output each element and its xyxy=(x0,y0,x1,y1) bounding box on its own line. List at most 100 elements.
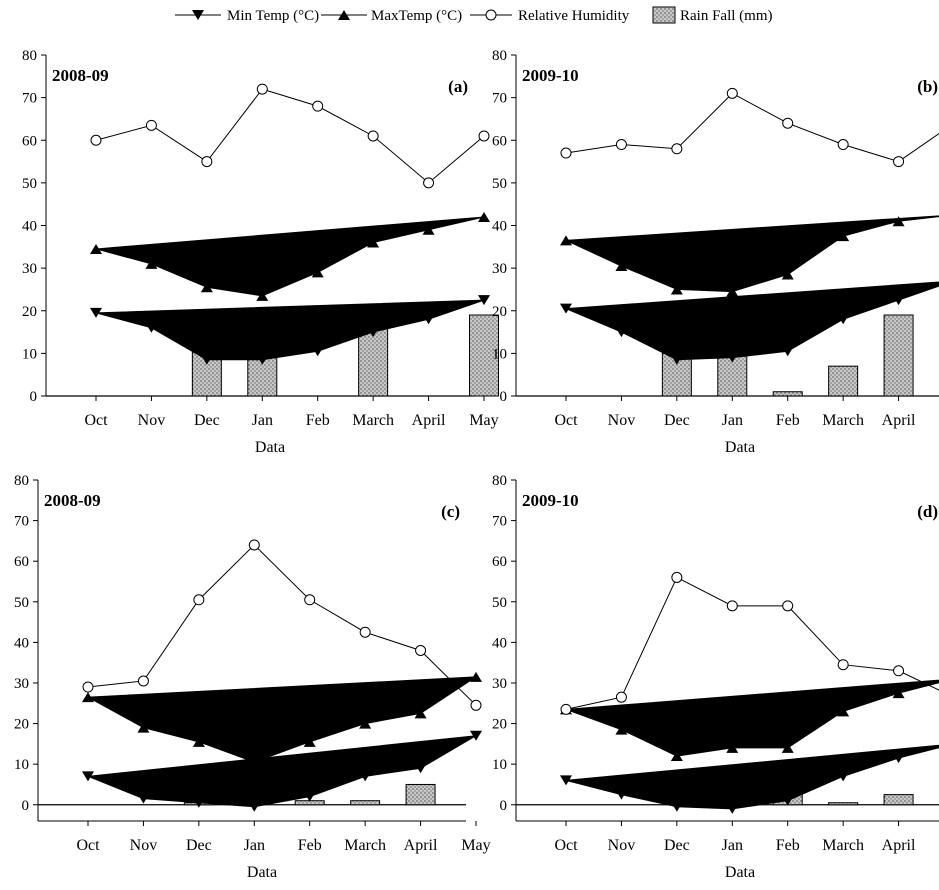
min-temp-point xyxy=(837,314,850,325)
max-temp-point xyxy=(615,724,628,735)
rain-bar xyxy=(350,800,381,806)
humidity-point xyxy=(90,134,102,146)
x-tick-label: Jan xyxy=(244,837,265,854)
humidity-point xyxy=(671,571,683,583)
x-tick-label: Oct xyxy=(554,837,578,854)
humidity-point xyxy=(782,600,794,612)
x-tick-label: March xyxy=(822,837,864,854)
min-temp-point xyxy=(311,346,324,357)
x-tick-label: Nov xyxy=(130,837,158,854)
max-temp-point xyxy=(248,757,261,768)
humidity-point xyxy=(82,681,94,693)
x-tick-label: Dec xyxy=(664,412,690,429)
y-tick-label: 70 xyxy=(492,514,507,530)
max-temp-point xyxy=(837,231,850,242)
panel-letter: (a) xyxy=(448,77,468,96)
humidity-point xyxy=(837,139,849,151)
x-tick-label: Feb xyxy=(776,837,800,854)
y-tick-label: 20 xyxy=(492,304,507,320)
y-tick-label: 30 xyxy=(492,261,507,277)
min-temp-point xyxy=(478,295,490,306)
y-tick-label: 50 xyxy=(14,595,29,611)
rain-bar xyxy=(358,327,389,397)
max-temp-point xyxy=(670,284,683,295)
max-temp-point xyxy=(192,736,205,747)
min-temp-point xyxy=(615,327,628,338)
max-temp-point xyxy=(422,224,435,235)
y-tick-label: 80 xyxy=(14,473,29,489)
x-tick-label: Jan xyxy=(722,412,743,429)
y-tick-label: 10 xyxy=(14,757,29,773)
max-temp-area xyxy=(95,216,485,297)
max-temp-point xyxy=(781,742,794,753)
min-temp-point xyxy=(892,753,905,764)
humidity-point xyxy=(782,117,794,129)
min-temp-point xyxy=(367,327,380,338)
legend-rain: Rain Fall (mm) xyxy=(680,8,773,24)
humidity-point xyxy=(615,691,627,703)
y-tick-label: 70 xyxy=(492,91,507,107)
max-temp-point xyxy=(781,269,794,280)
period-label: 2008-09 xyxy=(52,66,109,85)
y-tick-label: 30 xyxy=(492,676,507,692)
humidity-point xyxy=(359,626,371,638)
x-tick-label: March xyxy=(344,837,386,854)
x-tick-label: Dec xyxy=(664,837,690,854)
min-temp-point xyxy=(145,322,158,333)
max-temp-point xyxy=(892,688,905,699)
max-temp-point xyxy=(726,742,739,753)
max-temp-point xyxy=(414,708,427,719)
x-tick-label: Oct xyxy=(84,412,108,429)
humidity-point xyxy=(312,100,324,112)
max-temp-point xyxy=(303,736,316,747)
x-axis-label: Data xyxy=(725,864,755,881)
x-tick-label: Dec xyxy=(194,412,220,429)
chart-panel-3: 0 10 20 30 40 50 60 70 80 Oct Nov Dec Jan Feb March Apr… xyxy=(14,473,491,881)
min-temp-point xyxy=(422,314,435,325)
y-tick-label: 70 xyxy=(14,514,29,530)
humidity-point xyxy=(837,659,849,671)
min-temp-point xyxy=(303,791,316,802)
x-tick-label: Dec xyxy=(186,837,212,854)
humidity-point xyxy=(478,130,490,142)
rain-bar xyxy=(828,802,859,806)
min-temp-point xyxy=(256,354,269,365)
x-tick-label: May xyxy=(469,412,498,429)
y-tick-label: 30 xyxy=(14,676,29,692)
max-temp-point xyxy=(615,260,628,271)
min-temp-area xyxy=(565,744,939,810)
y-tick-label: 50 xyxy=(22,176,37,192)
x-tick-label: March xyxy=(352,412,394,429)
chart-panel-4: 0 10 20 30 40 50 60 70 80 Oct Nov Dec Jan Feb March Apr… xyxy=(492,473,939,881)
max-temp-point xyxy=(837,706,850,717)
humidity-point xyxy=(256,83,268,95)
period-label: 2009-10 xyxy=(522,66,579,85)
min-temp-area xyxy=(95,299,485,361)
max-temp-point xyxy=(200,282,213,293)
y-tick-label: 80 xyxy=(492,473,507,489)
y-tick-label: 60 xyxy=(492,133,507,149)
max-temp-point xyxy=(470,671,482,682)
min-temp-point xyxy=(90,307,102,318)
x-tick-label: Oct xyxy=(76,837,100,854)
y-tick-label: 20 xyxy=(492,717,507,733)
humidity-point xyxy=(470,699,482,711)
min-temp-point xyxy=(781,795,794,806)
y-tick-label: 0 xyxy=(500,389,508,405)
max-temp-area xyxy=(565,679,939,757)
panel-letter: (b) xyxy=(917,77,938,96)
y-tick-label: 30 xyxy=(22,261,37,277)
humidity-point xyxy=(201,156,213,168)
x-tick-label: Jan xyxy=(252,412,273,429)
x-tick-label: Nov xyxy=(608,837,636,854)
min-temp-point xyxy=(560,303,572,314)
x-tick-label: Nov xyxy=(138,412,166,429)
y-tick-label: 40 xyxy=(492,219,507,235)
y-tick-label: 10 xyxy=(22,346,37,362)
y-tick-label: 60 xyxy=(492,554,507,570)
min-temp-point xyxy=(670,354,683,365)
x-tick-label: Feb xyxy=(776,412,800,429)
humidity-point xyxy=(560,703,572,715)
y-tick-label: 80 xyxy=(22,48,37,64)
